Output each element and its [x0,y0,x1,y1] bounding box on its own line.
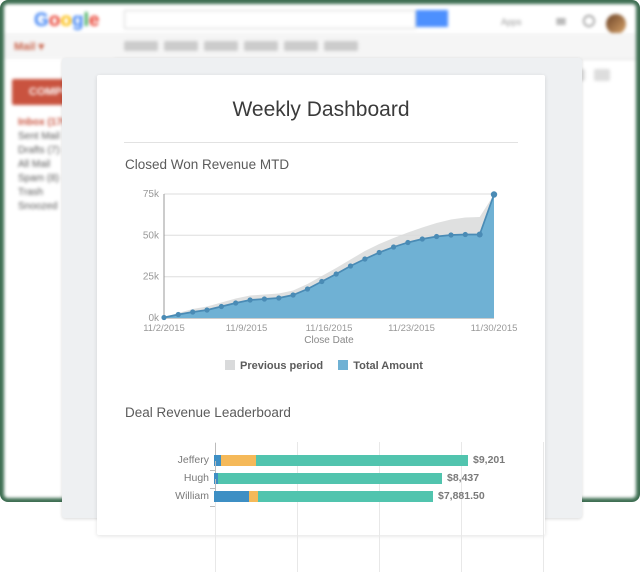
svg-text:11/2/2015: 11/2/2015 [143,323,185,334]
svg-text:11/16/2015: 11/16/2015 [306,323,353,334]
svg-text:11/30/2015: 11/30/2015 [471,323,518,334]
svg-text:Close Date: Close Date [304,335,354,346]
svg-text:50k: 50k [143,230,160,241]
svg-text:11/9/2015: 11/9/2015 [226,323,268,334]
svg-text:75k: 75k [143,189,160,200]
svg-text:11/23/2015: 11/23/2015 [388,323,435,334]
svg-text:25k: 25k [143,272,160,283]
